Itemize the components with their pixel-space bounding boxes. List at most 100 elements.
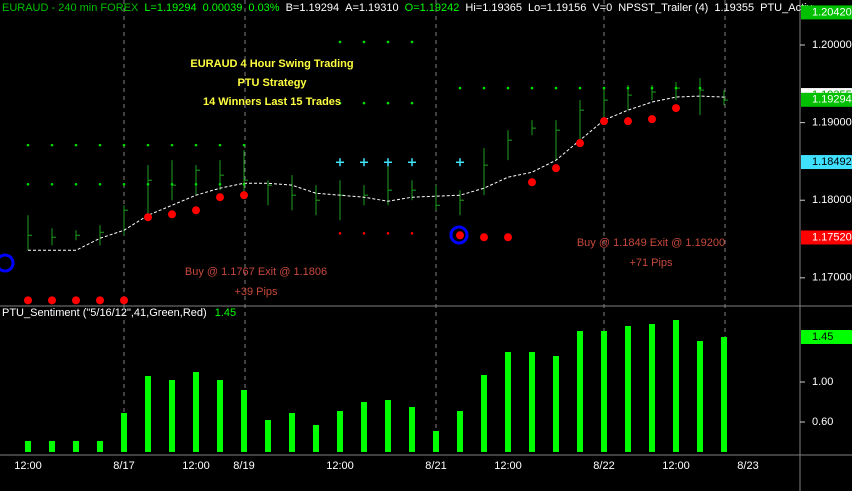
header-item: Hi=1.19365 <box>465 2 522 14</box>
header-item: 0.03% <box>248 2 279 14</box>
indicator-name: PTU_Sentiment ("5/16/12",41,Green,Red) <box>2 307 207 319</box>
bar <box>337 411 343 452</box>
axis-tag <box>801 155 852 170</box>
level-dot <box>482 86 486 90</box>
bar <box>529 352 535 452</box>
level-dot <box>338 40 342 44</box>
x-tick-label: 8/23 <box>737 460 758 472</box>
chart-title: PTU Strategy <box>237 77 307 89</box>
level-dot <box>386 101 390 105</box>
header: EURAUD - 240 min FOREX L=1.19294 0.00039 0.… <box>2 2 813 14</box>
x-tick-label: 12:00 <box>326 460 354 472</box>
level-dot <box>218 143 222 147</box>
bar <box>385 400 391 452</box>
x-tick-label: 12:00 <box>14 460 42 472</box>
stop-dot <box>576 139 584 148</box>
stop-dot <box>240 191 248 200</box>
level-cross <box>408 158 416 167</box>
bar <box>313 425 319 452</box>
stop-dot <box>216 193 224 202</box>
level-dot <box>458 86 462 90</box>
header-item: L=1.19294 <box>144 2 196 14</box>
y-tick-label: 1.18000 <box>812 194 852 206</box>
bar <box>601 331 607 452</box>
level-dot <box>554 86 558 90</box>
level-dot <box>50 143 54 147</box>
stop-dot <box>504 233 512 242</box>
level-dot <box>362 40 366 44</box>
level-dot <box>194 182 198 186</box>
bar <box>481 375 487 452</box>
level-dot <box>338 101 342 105</box>
level-dot <box>194 143 198 147</box>
axis-tag <box>801 330 852 344</box>
bar <box>505 352 511 452</box>
level-dot <box>602 86 606 90</box>
bar <box>457 411 463 452</box>
bar <box>625 326 631 452</box>
level-dot <box>626 86 630 90</box>
level-dot <box>698 86 702 90</box>
bar <box>361 402 367 452</box>
header-item: 0.00039 <box>203 2 243 14</box>
bar <box>169 380 175 452</box>
stop-dot <box>528 178 536 187</box>
level-dot <box>74 143 78 147</box>
header-item: PTU_Activ <box>760 2 812 14</box>
level-dot <box>506 86 510 90</box>
bar <box>409 407 415 452</box>
axis-tag-label: 1.45 <box>812 331 833 343</box>
level-dot <box>170 182 174 186</box>
axis-tag <box>801 5 852 20</box>
trail-line <box>28 95 725 251</box>
bar <box>721 337 727 452</box>
x-tick-label: 12:00 <box>494 460 522 472</box>
x-tick-label: 12:00 <box>182 460 210 472</box>
y-tick-label: 1.00 <box>812 376 833 388</box>
axis-tag-label: 1.20420 <box>812 6 852 18</box>
level-dot <box>122 143 126 147</box>
level-dot <box>74 182 78 186</box>
level-cross <box>360 158 368 167</box>
level-dot <box>146 143 150 147</box>
level-cross <box>336 158 344 167</box>
x-tick-label: 8/17 <box>113 460 134 472</box>
bar <box>121 413 127 452</box>
header-item: Lo=1.19156 <box>528 2 586 14</box>
y-tick-label: 1.19000 <box>812 117 852 129</box>
bar <box>289 413 295 452</box>
stop-dot <box>120 296 128 305</box>
bar <box>49 441 55 452</box>
bar <box>265 420 271 452</box>
level-dot <box>674 86 678 90</box>
chart-title: EURAUD 4 Hour Swing Trading <box>190 58 353 70</box>
level-dot <box>50 182 54 186</box>
header-item: NPSST_Trailer (4) <box>618 2 708 14</box>
level-dot <box>386 231 390 235</box>
level-dot <box>170 143 174 147</box>
level-dot <box>122 182 126 186</box>
entry-circle <box>0 253 15 273</box>
level-dot <box>242 143 246 147</box>
stop-dot <box>480 233 488 242</box>
header-item: V=0 <box>592 2 612 14</box>
level-cross <box>456 158 464 167</box>
level-dot <box>146 182 150 186</box>
level-dot <box>26 143 30 147</box>
axis-tag-label: 1.18492 <box>812 156 852 168</box>
y-tick-label: 0.60 <box>812 416 833 428</box>
level-dot <box>410 40 414 44</box>
bar <box>673 320 679 452</box>
header-item: EURAUD - 240 min FOREX <box>2 2 139 14</box>
day-separators <box>123 0 726 455</box>
header-item: O=1.19242 <box>405 2 460 14</box>
bar <box>553 356 559 452</box>
header-item: 1.19355 <box>714 2 754 14</box>
stop-dot <box>72 296 80 305</box>
level-dot <box>26 182 30 186</box>
bar <box>193 372 199 452</box>
stop-dot <box>600 117 608 126</box>
bar <box>433 431 439 452</box>
